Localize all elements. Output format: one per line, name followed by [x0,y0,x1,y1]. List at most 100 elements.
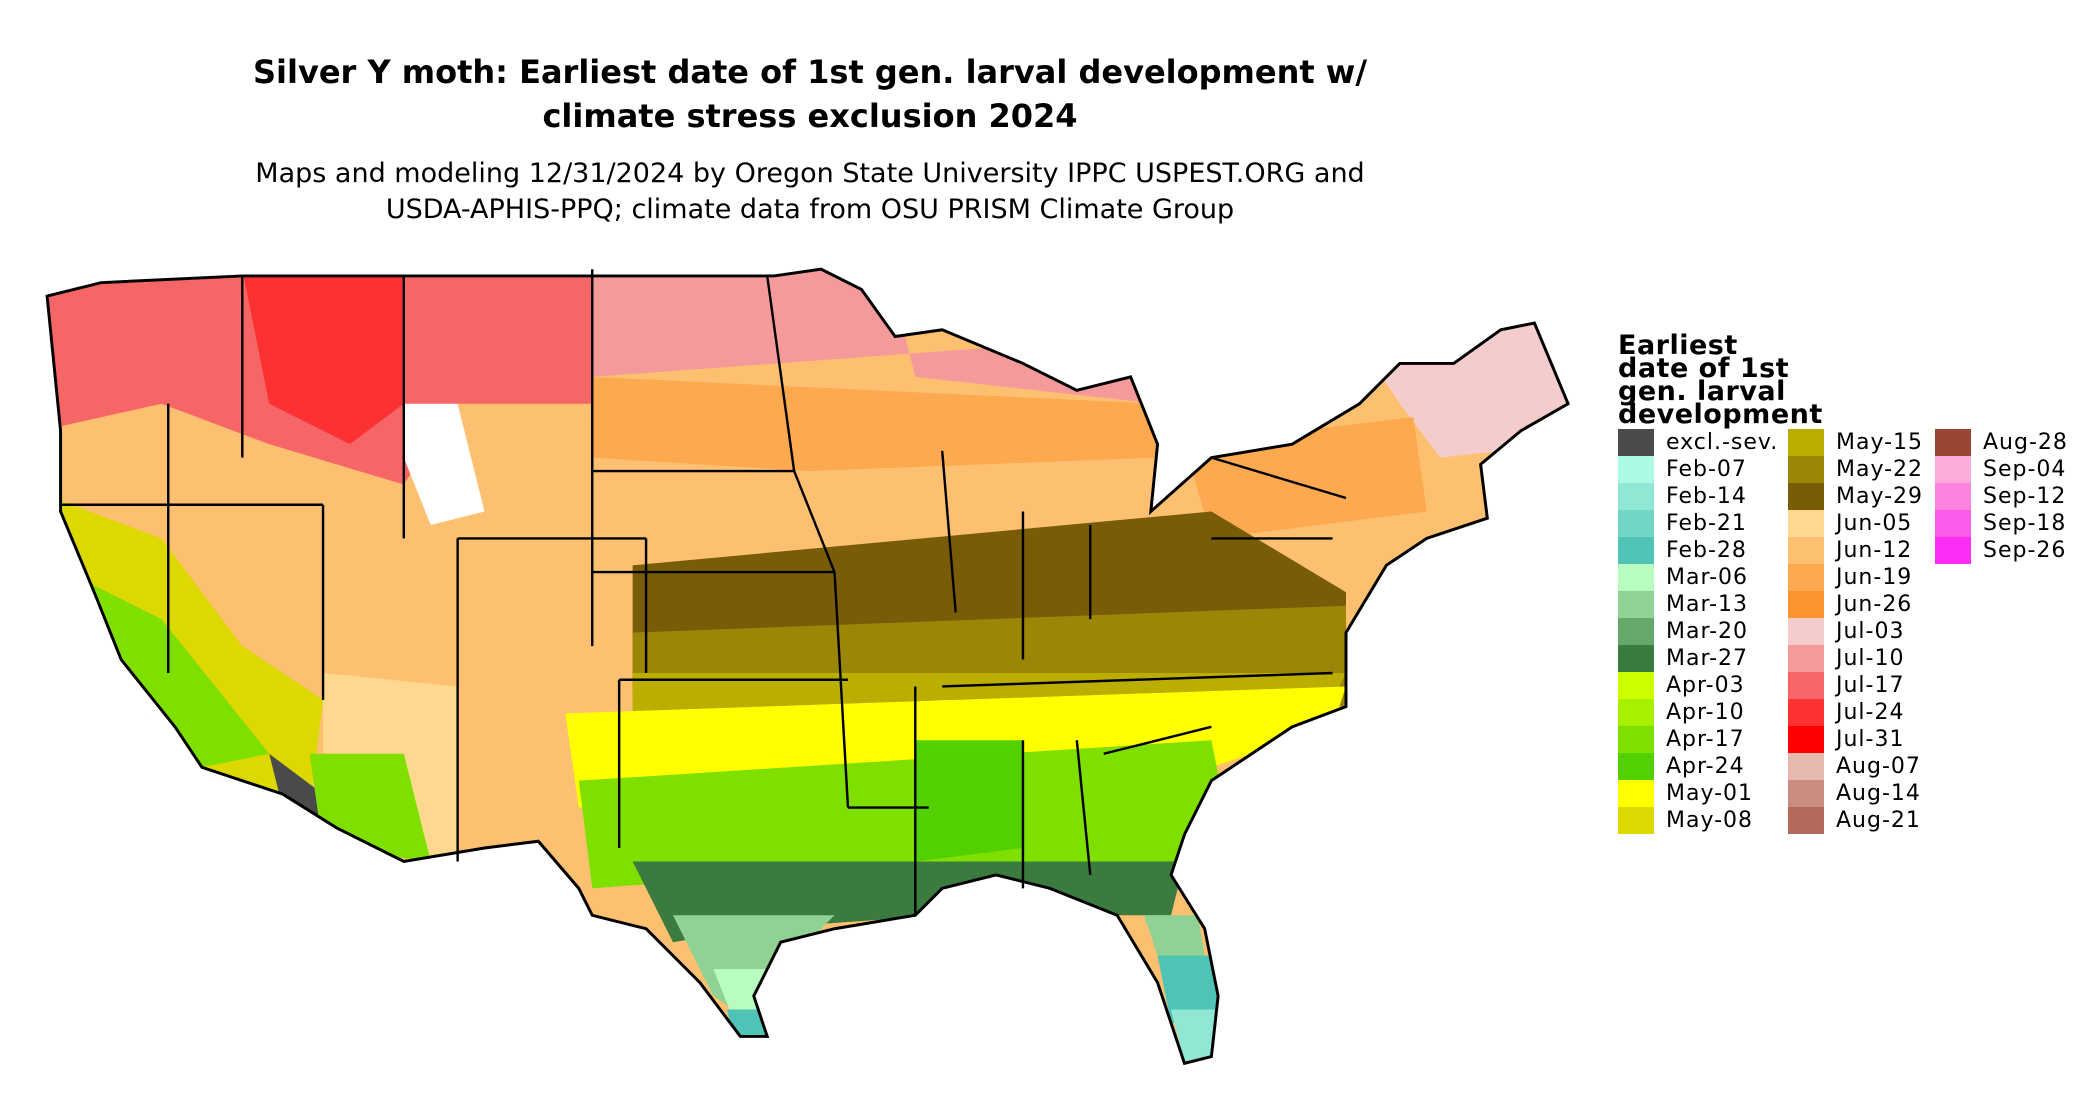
legend-swatch [1788,807,1824,834]
zone-apr17-west [80,578,270,768]
legend-label: Sep-04 [1983,457,2067,482]
legend-label: Jul-03 [1836,619,1905,644]
legend-swatch [1618,780,1654,807]
legend-item: Jun-26 [1788,591,1923,618]
legend-item: May-01 [1618,780,1778,807]
legend-label: Aug-21 [1836,808,1921,833]
legend-label: May-15 [1836,430,1924,455]
legend-swatch [1788,429,1824,456]
legend-label: Aug-28 [1983,430,2068,455]
legend-item: Aug-28 [1935,429,2068,456]
zone-feb28-fl [1157,955,1219,1023]
legend-item: Jul-31 [1788,726,1923,753]
legend-label: Apr-10 [1666,700,1745,725]
legend-item: Mar-06 [1618,564,1778,591]
legend-swatch [1788,645,1824,672]
legend-swatch [1618,726,1654,753]
legend-swatch [1618,456,1654,483]
legend-item: Apr-24 [1618,753,1778,780]
legend-label: Apr-03 [1666,673,1745,698]
legend-swatch [1618,618,1654,645]
legend-label: May-22 [1836,457,1924,482]
legend-item: Jul-03 [1788,618,1923,645]
legend-label: Jul-10 [1836,646,1905,671]
legend-swatch [1618,564,1654,591]
legend-swatch [1788,726,1824,753]
legend-swatch [1788,780,1824,807]
legend-item: May-08 [1618,807,1778,834]
legend-item: Mar-13 [1618,591,1778,618]
legend-swatch [1618,807,1654,834]
legend-item: Jun-05 [1788,510,1923,537]
zone-apr24 [915,740,1023,862]
legend-swatch [1788,483,1824,510]
legend-swatch [1788,510,1824,537]
legend-label: Aug-07 [1836,754,1921,779]
legend-swatch [1618,699,1654,726]
legend-swatch [1935,510,1971,537]
legend-swatch [1935,429,1971,456]
legend-item: Jul-17 [1788,672,1923,699]
zone-nodata-wy [403,403,485,525]
legend-item: Jul-10 [1788,645,1923,672]
legend-swatch [1788,753,1824,780]
legend-label: May-01 [1666,781,1754,806]
legend-label: Apr-24 [1666,754,1745,779]
zone-jul24 [242,269,404,445]
legend-label: Sep-12 [1983,484,2067,509]
legend-label: Jun-19 [1836,565,1913,590]
legend-item: Sep-04 [1935,456,2068,483]
legend-label: Mar-20 [1666,619,1749,644]
legend-item: May-22 [1788,456,1923,483]
legend-item: Sep-18 [1935,510,2068,537]
map-title: Silver Y moth: Earliest date of 1st gen.… [0,50,1620,138]
legend-swatch [1618,537,1654,564]
legend-column: excl.-sev. Feb-07 Feb-14 Feb-21 Feb-28 Mar-06… [1618,429,1778,834]
legend-column: Aug-28 Sep-04 Sep-12 Sep-18 Sep-26 [1935,429,2068,564]
legend-label: Mar-13 [1666,592,1749,617]
legend-swatch [1618,591,1654,618]
legend-swatch [1618,429,1654,456]
legend-label: Jun-05 [1836,511,1913,536]
legend-label: Sep-18 [1983,511,2067,536]
legend-item: Mar-20 [1618,618,1778,645]
zone-jun19 [592,376,1158,472]
state-borders [60,269,1347,916]
legend-swatch [1618,672,1654,699]
legend-swatch [1788,537,1824,564]
legend-swatch [1618,510,1654,537]
legend-swatch [1935,537,1971,564]
legend-title-line: Earliest [1618,330,1738,361]
map-subtitle: Maps and modeling 12/31/2024 by Oregon S… [0,156,1620,228]
legend-item: Apr-03 [1618,672,1778,699]
legend-item: Jun-19 [1788,564,1923,591]
legend-item: Aug-21 [1788,807,1923,834]
legend-swatch [1788,564,1824,591]
legend-swatch [1788,591,1824,618]
legend-column: May-15 May-22 May-29 Jun-05 Jun-12 Jun-19 Jun-… [1788,429,1923,834]
legend-item: Apr-17 [1618,726,1778,753]
legend-swatch [1618,483,1654,510]
legend-item: Apr-10 [1618,699,1778,726]
legend-item: Jun-12 [1788,537,1923,564]
legend-item: Feb-14 [1618,483,1778,510]
zone-jul10 [592,269,1158,404]
legend-item: Feb-21 [1618,510,1778,537]
legend-swatch [1788,456,1824,483]
legend-label: Sep-26 [1983,538,2067,563]
legend-swatch [1618,753,1654,780]
legend-title-line: date of 1st [1618,353,1790,384]
legend-label: Mar-27 [1666,646,1749,671]
legend-label: Feb-28 [1666,538,1747,563]
legend-swatch [1618,645,1654,672]
subtitle-line: Maps and modeling 12/31/2024 by Oregon S… [255,158,1365,189]
subtitle-line: USDA-APHIS-PPQ; climate data from OSU PR… [385,194,1235,225]
legend-item: Aug-07 [1788,753,1923,780]
legend-item: May-15 [1788,429,1923,456]
legend-title-line: development [1618,399,1823,430]
legend-item: Jul-24 [1788,699,1923,726]
legend-item: Feb-28 [1618,537,1778,564]
legend-title-line: gen. larval [1618,376,1786,407]
legend-swatch [1788,618,1824,645]
